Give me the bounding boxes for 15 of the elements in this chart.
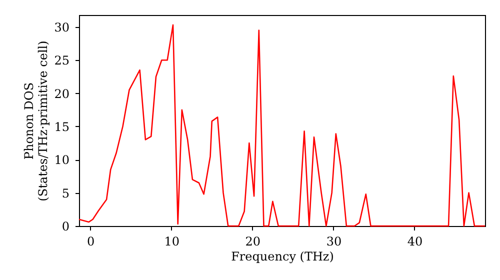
y-tick-label: 10	[54, 153, 70, 168]
y-tick-label: 25	[54, 54, 70, 68]
y-tick-label: 0	[62, 220, 70, 234]
x-tick-label: 30	[326, 234, 342, 248]
line-series	[78, 24, 486, 227]
x-tick-label: 40	[407, 234, 423, 248]
x-tick-label: 20	[245, 234, 261, 248]
y-tick-label: 30	[54, 20, 70, 34]
y-tick-label: 15	[54, 120, 70, 134]
x-tick-label: 10	[164, 234, 180, 248]
y-axis-title: Phonon DOS (States/THz·primitive cell)	[22, 40, 50, 202]
x-tick-label: 0	[87, 234, 95, 248]
x-axis-title: Frequency (THz)	[231, 250, 334, 264]
y-tick-label: 20	[54, 86, 70, 101]
y-tick-label: 5	[62, 186, 70, 200]
